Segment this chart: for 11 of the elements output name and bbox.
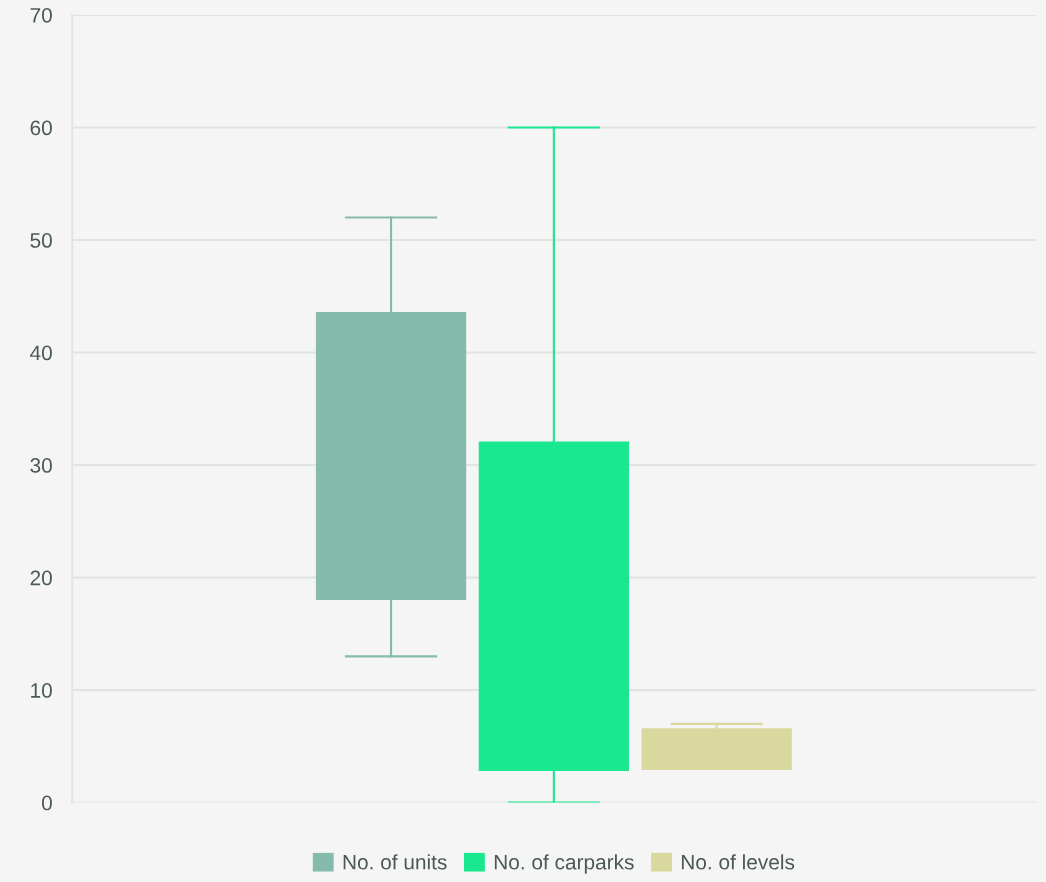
y-tick-label: 70	[30, 8, 52, 23]
y-tick-label: 40	[30, 345, 52, 361]
y-tick-label: 10	[31, 683, 52, 698]
legend-label: No. of units	[343, 854, 447, 870]
y-tick-label: 0	[41, 795, 52, 811]
legend-label: No. of carparks	[494, 854, 634, 874]
y-tick-label: 30	[30, 458, 52, 473]
legend-label: No. of levels	[681, 854, 795, 870]
y-tick-label: 60	[30, 120, 52, 136]
y-tick-label: 50	[30, 233, 52, 248]
y-tick-label: 20	[30, 570, 52, 586]
